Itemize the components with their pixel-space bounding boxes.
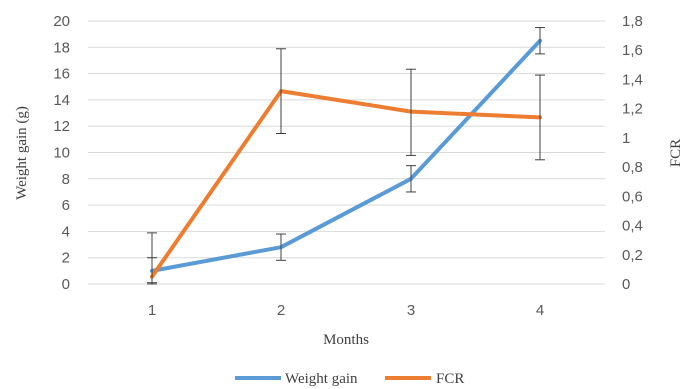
error-bar [276, 233, 286, 261]
x-tick-label: 3 [407, 302, 415, 319]
legend-label: Weight gain [285, 371, 358, 387]
y2-tick-label: 0 [622, 276, 630, 293]
error-bar [406, 165, 416, 193]
y2-tick-label: 1,2 [622, 101, 643, 118]
series-line-1 [150, 38, 542, 273]
y-tick-label: 16 [53, 66, 70, 83]
legend-item: FCR [385, 371, 464, 387]
y-tick-label: 4 [62, 223, 70, 240]
y2-tick-label: 1,8 [622, 13, 643, 30]
error-bar [276, 48, 286, 135]
error-bar [535, 74, 545, 161]
error-bar [535, 27, 545, 55]
y-tick-label: 2 [62, 250, 70, 267]
legend-item: Weight gain [235, 371, 358, 387]
y-tick-label: 20 [53, 13, 70, 30]
error-bar [406, 68, 416, 156]
y-tick-label: 18 [53, 39, 70, 56]
series-layer [147, 27, 545, 285]
y-tick-label: 8 [62, 171, 70, 188]
y2-tick-label: 0,2 [622, 247, 643, 264]
legend: Weight gain FCR [235, 371, 464, 387]
y-tick-label: 10 [53, 145, 70, 162]
x-tick-label: 1 [148, 302, 156, 319]
right-axis-ticks: 0 0,2 0,4 0,6 0,8 1 1,2 1,4 1,6 1,8 [622, 13, 643, 293]
y2-tick-label: 1,4 [622, 71, 643, 88]
y-tick-label: 0 [62, 276, 70, 293]
x-tick-label: 4 [536, 302, 544, 319]
y2-tick-label: 0,4 [622, 218, 643, 235]
gridlines [88, 20, 605, 285]
y2-tick-label: 1,6 [622, 42, 643, 59]
left-axis-ticks: 0 2 4 6 8 10 12 14 16 18 20 [53, 13, 70, 293]
x-tick-label: 2 [277, 302, 285, 319]
y-axis-title: Weight gain (g) [14, 106, 30, 200]
y-tick-label: 12 [53, 118, 70, 135]
y2-tick-label: 0,6 [622, 188, 643, 205]
series-line-2 [150, 89, 542, 279]
y-tick-label: 14 [53, 92, 70, 109]
y2-tick-label: 1 [622, 130, 630, 147]
x-axis-title: Months [323, 332, 369, 348]
y2-axis-title: FCR [668, 139, 684, 167]
y-tick-label: 6 [62, 197, 70, 214]
y2-tick-label: 0,8 [622, 159, 643, 176]
error-bar [147, 232, 157, 285]
legend-label: FCR [436, 371, 464, 387]
x-axis-ticks: 1 2 3 4 [148, 302, 544, 319]
